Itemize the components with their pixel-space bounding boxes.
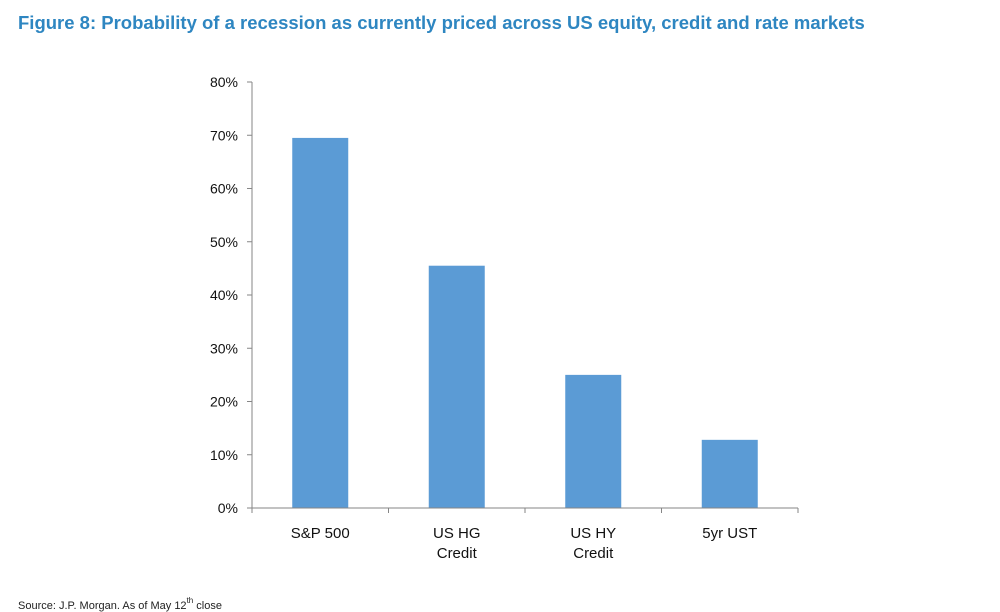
source-superscript: th	[186, 596, 194, 605]
figure-title: Figure 8: Probability of a recession as …	[18, 12, 865, 33]
y-tick-label: 40%	[210, 287, 238, 303]
y-tick-label: 50%	[210, 234, 238, 250]
source-note: Source: J.P. Morgan. As of May 12th clos…	[18, 596, 222, 612]
x-category-label: US HG	[433, 525, 481, 542]
y-ticks-group: 0% 10% 20% 30% 40% 50% 60% 70% 80%	[210, 74, 252, 516]
x-category-label: S&P 500	[291, 525, 350, 542]
y-tick-label: 70%	[210, 127, 238, 143]
bar	[428, 265, 485, 508]
bar	[292, 137, 349, 508]
y-tick-label: 10%	[210, 447, 238, 463]
x-category-label: US HY	[570, 525, 616, 542]
y-tick-label: 80%	[210, 74, 238, 90]
y-tick-label: 30%	[210, 340, 238, 356]
x-category-label: Credit	[573, 545, 614, 562]
source-text: Source: J.P. Morgan. As of May 12	[18, 600, 187, 612]
source-suffix: close	[193, 600, 222, 612]
bars-group	[292, 137, 758, 508]
y-tick-label: 20%	[210, 394, 238, 410]
bar	[565, 374, 622, 508]
x-category-label: Credit	[437, 545, 478, 562]
bar	[701, 439, 758, 508]
y-tick-label: 0%	[218, 500, 238, 516]
y-tick-label: 60%	[210, 181, 238, 197]
x-category-label: 5yr UST	[702, 525, 757, 542]
x-ticks-group: S&P 500 US HG Credit US HY Credit 5yr UST	[251, 508, 799, 562]
